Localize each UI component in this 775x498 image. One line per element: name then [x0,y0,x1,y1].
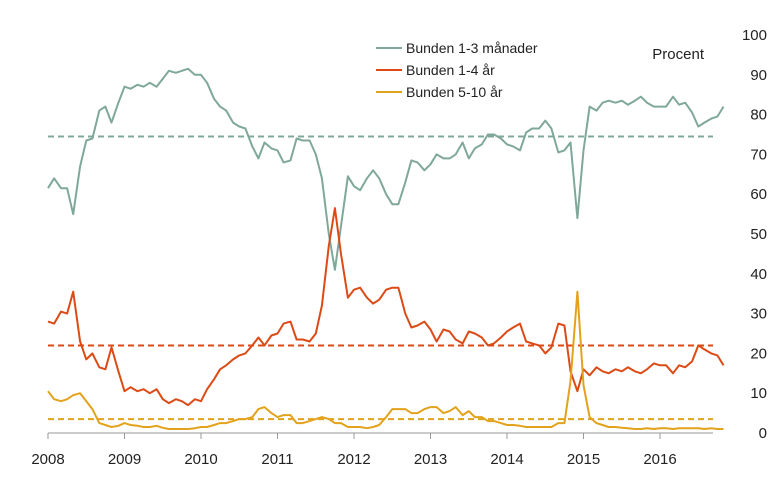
x-tick-label: 2013 [414,451,447,468]
y-tick-label: 40 [750,266,767,283]
y-tick-label: 20 [750,345,767,362]
y-tick-label: 100 [742,27,767,44]
series-line [47,207,725,407]
x-tick-label: 2010 [184,451,217,468]
series-line [47,290,724,430]
y-tick-label: 80 [750,107,767,124]
x-axis-ticks: 2008 2009 2010 2011 2012 2013 2014 2015 2016 [31,433,677,468]
y-tick-label: 10 [750,385,767,402]
y-tick-label: 90 [750,67,767,84]
y-tick-label: 0 [759,425,767,442]
x-tick-label: 2009 [108,451,141,468]
x-tick-label: 2008 [31,451,64,468]
x-tick-label: 2012 [337,451,370,468]
x-tick-label: 2016 [643,451,676,468]
x-tick-label: 2014 [490,451,523,468]
y-axis-ticks: 0 10 20 30 40 50 60 70 80 90 100 [742,27,767,442]
y-tick-label: 50 [750,226,767,243]
legend-label: Bunden 5-10 år [406,84,503,100]
series-line [47,67,725,271]
y-tick-label: 60 [750,186,767,203]
series-lines [47,67,725,430]
y-tick-label: 70 [750,146,767,163]
reference-lines [48,135,713,421]
legend-label: Bunden 1-4 år [406,62,495,78]
x-tick-label: 2015 [567,451,600,468]
y-tick-label: 30 [750,306,767,323]
legend: Bunden 1-3 månader Bunden 1-4 år Bunden 5-… [376,40,538,100]
y-axis-unit-label: Procent [652,46,705,63]
x-tick-label: 2011 [261,451,293,468]
legend-label: Bunden 1-3 månader [406,40,538,56]
